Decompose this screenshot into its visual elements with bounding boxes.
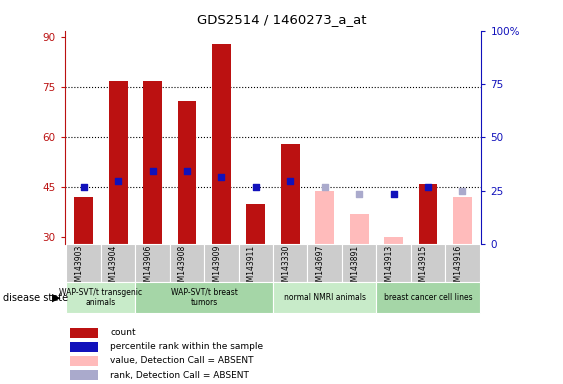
- Bar: [70, 328, 98, 338]
- Bar: [307, 244, 342, 282]
- Text: breast cancer cell lines: breast cancer cell lines: [383, 293, 472, 302]
- Bar: [342, 244, 376, 282]
- Text: GSM143915: GSM143915: [419, 245, 428, 291]
- Point: [114, 177, 123, 184]
- Text: normal NMRI animals: normal NMRI animals: [284, 293, 366, 302]
- Bar: [273, 282, 376, 313]
- Text: GSM143697: GSM143697: [316, 245, 325, 291]
- Text: GSM143911: GSM143911: [247, 245, 256, 291]
- Text: GSM143913: GSM143913: [385, 245, 394, 291]
- Point: [148, 167, 157, 174]
- Bar: [66, 282, 135, 313]
- Point: [389, 191, 398, 197]
- Point: [355, 191, 364, 197]
- Text: value, Detection Call = ABSENT: value, Detection Call = ABSENT: [110, 356, 253, 366]
- Text: GSM143916: GSM143916: [453, 245, 462, 291]
- Bar: [101, 244, 135, 282]
- Text: ▶: ▶: [52, 293, 61, 303]
- Bar: [376, 244, 411, 282]
- Bar: [411, 244, 445, 282]
- Text: count: count: [110, 328, 136, 337]
- Bar: [143, 81, 162, 244]
- Bar: [70, 356, 98, 366]
- Bar: [70, 342, 98, 352]
- Bar: [204, 244, 239, 282]
- Text: GSM143904: GSM143904: [109, 245, 118, 291]
- Text: GSM143908: GSM143908: [178, 245, 187, 291]
- Bar: [376, 282, 480, 313]
- Point: [423, 184, 432, 190]
- Point: [320, 184, 329, 190]
- Bar: [418, 184, 437, 244]
- Text: GSM143891: GSM143891: [350, 245, 359, 291]
- Bar: [445, 244, 480, 282]
- Bar: [247, 204, 265, 244]
- Bar: [281, 144, 300, 244]
- Bar: [350, 214, 369, 244]
- Point: [217, 174, 226, 180]
- Text: GSM143903: GSM143903: [75, 245, 84, 291]
- Bar: [453, 197, 472, 244]
- Text: WAP-SVT/t breast
tumors: WAP-SVT/t breast tumors: [171, 288, 238, 307]
- Text: disease state: disease state: [3, 293, 68, 303]
- Text: GDS2514 / 1460273_a_at: GDS2514 / 1460273_a_at: [196, 13, 367, 26]
- Bar: [135, 282, 273, 313]
- Bar: [177, 101, 196, 244]
- Text: WAP-SVT/t transgenic
animals: WAP-SVT/t transgenic animals: [59, 288, 142, 307]
- Point: [182, 167, 191, 174]
- Bar: [384, 237, 403, 244]
- Bar: [109, 81, 128, 244]
- Bar: [70, 370, 98, 380]
- Point: [458, 187, 467, 194]
- Text: GSM143909: GSM143909: [212, 245, 221, 291]
- Bar: [239, 244, 273, 282]
- Point: [79, 184, 88, 190]
- Text: percentile rank within the sample: percentile rank within the sample: [110, 342, 263, 351]
- Bar: [135, 244, 170, 282]
- Text: GSM143330: GSM143330: [282, 245, 291, 291]
- Bar: [66, 244, 101, 282]
- Bar: [273, 244, 307, 282]
- Point: [286, 177, 295, 184]
- Bar: [170, 244, 204, 282]
- Text: rank, Detection Call = ABSENT: rank, Detection Call = ABSENT: [110, 371, 249, 380]
- Bar: [315, 190, 334, 244]
- Bar: [212, 44, 231, 244]
- Point: [251, 184, 260, 190]
- Bar: [74, 197, 93, 244]
- Text: GSM143906: GSM143906: [144, 245, 153, 291]
